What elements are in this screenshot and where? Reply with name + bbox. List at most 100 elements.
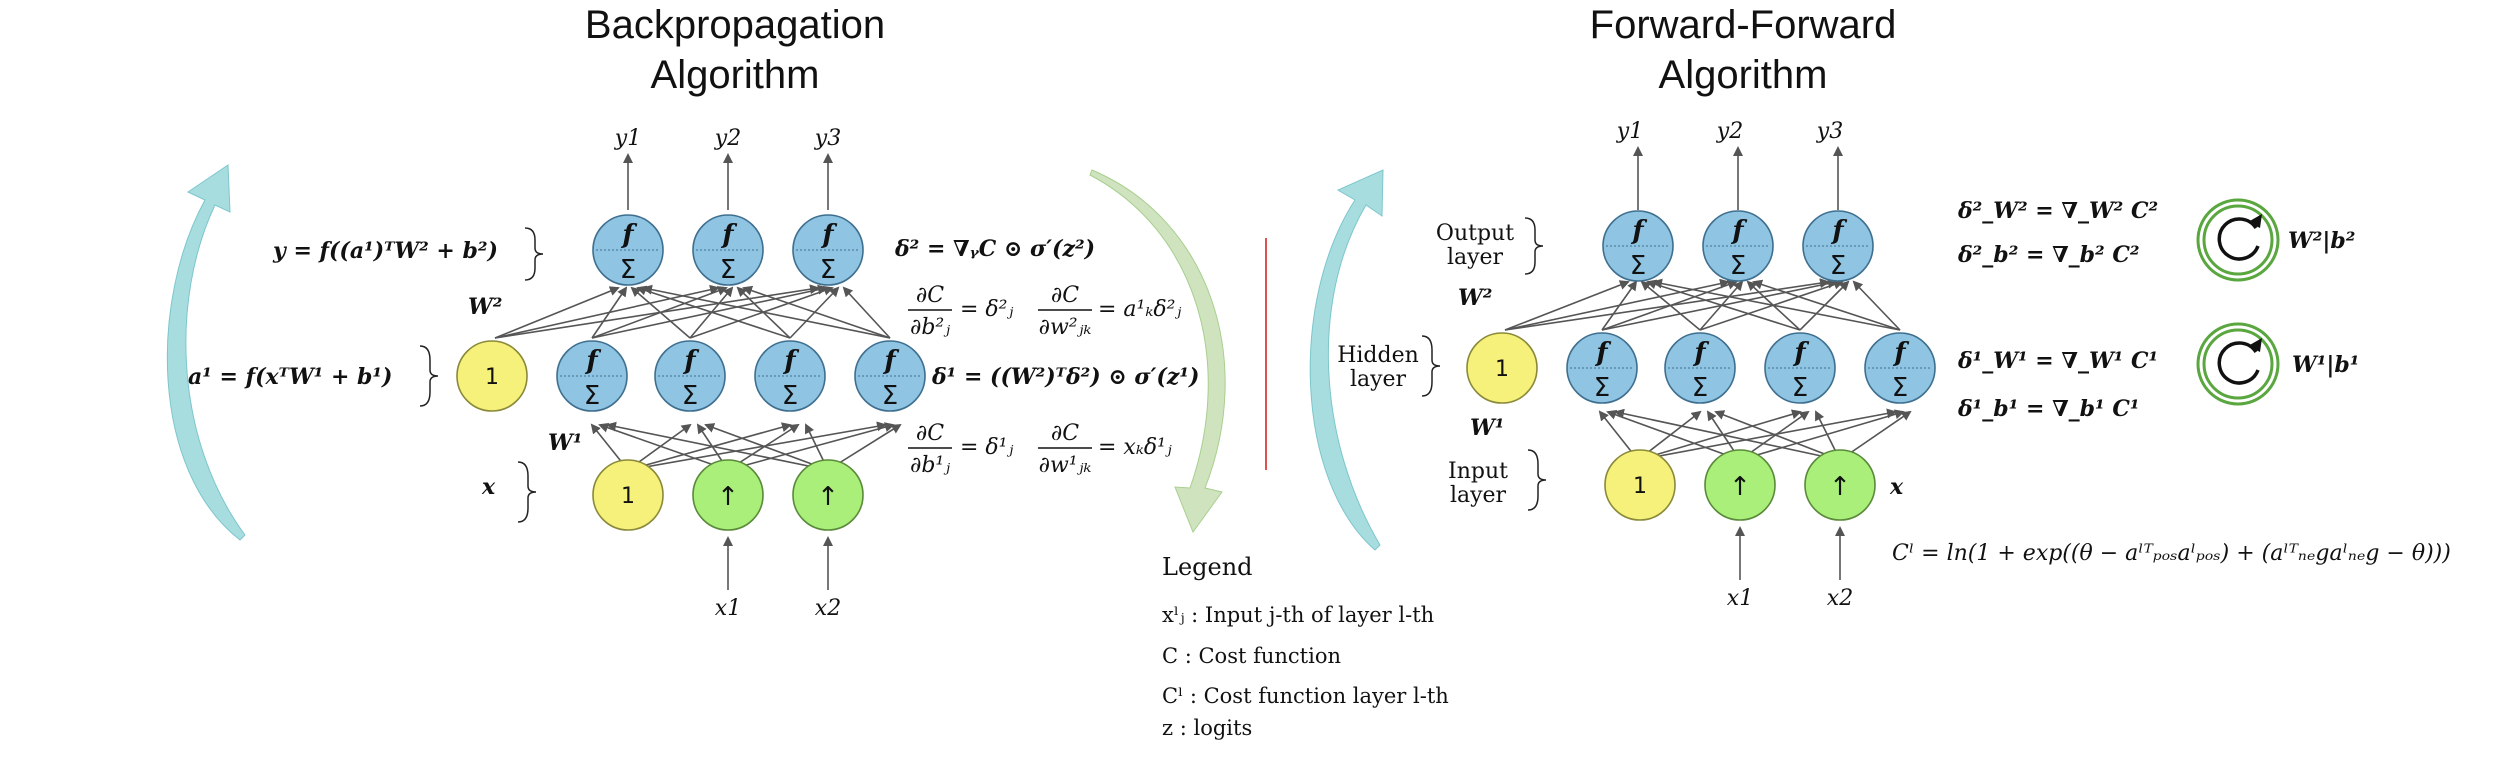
neuron-f-sigma: f Σ	[654, 340, 726, 412]
svg-text:Σ: Σ	[584, 381, 600, 411]
svg-text:f: f	[882, 346, 899, 376]
ff-output-layer-label: Output	[1436, 221, 1514, 246]
neuron-f-sigma: f Σ	[854, 340, 926, 412]
input-neuron: ↑	[1704, 449, 1776, 521]
legend-item: Cˡ : Cost function layer l-th	[1162, 684, 1449, 708]
svg-text:1: 1	[485, 365, 499, 390]
svg-text:1: 1	[1495, 357, 1509, 382]
bp-output-brace	[524, 227, 544, 281]
svg-text:f: f	[1630, 216, 1647, 246]
bp-delta1: δ¹ = ((W²)ᵀδ²) ⊙ σ′(z¹)	[931, 364, 1199, 390]
neuron-f-sigma: f Σ	[754, 340, 826, 412]
neuron-f-sigma: f Σ	[792, 214, 864, 286]
ff-x-label: x	[1889, 474, 1904, 500]
svg-text:f: f	[1730, 216, 1747, 246]
svg-text:Σ: Σ	[882, 381, 898, 411]
input-neuron: ↑	[792, 459, 864, 531]
svg-text:∂C: ∂C	[1051, 283, 1079, 308]
bp-backward-curved-arrow	[166, 164, 246, 541]
bias-neuron: 1	[456, 340, 528, 412]
bp-output-y1: y1	[614, 126, 641, 151]
bp-forward-curved-arrow	[1089, 169, 1226, 534]
bias-neuron: 1	[1604, 449, 1676, 521]
bp-title-line2: Algorithm	[651, 53, 820, 97]
svg-text:↑: ↑	[817, 482, 839, 512]
svg-text:Σ: Σ	[1594, 373, 1610, 403]
ff-delta-b2: δ²_b² = ∇_b² C²	[1957, 242, 2139, 268]
neuron-f-sigma: f Σ	[1566, 332, 1638, 404]
svg-text:Σ: Σ	[1630, 251, 1646, 281]
ff-output-y3: y3	[1816, 119, 1843, 144]
neuron-f-sigma: f Σ	[556, 340, 628, 412]
svg-text:f: f	[820, 220, 837, 250]
svg-text:↑: ↑	[1729, 472, 1751, 502]
neuron-f-sigma: f Σ	[1702, 210, 1774, 282]
neuron-f-sigma: f Σ	[692, 214, 764, 286]
legend-title: Legend	[1162, 553, 1253, 581]
svg-text:Σ: Σ	[1730, 251, 1746, 281]
bp-W2-label: W²	[468, 294, 502, 320]
ff-hidden-layer: 1 f Σ f Σ f Σ f Σ	[1466, 332, 1936, 404]
ff-output-y1: y1	[1616, 119, 1643, 144]
svg-text:↑: ↑	[717, 482, 739, 512]
svg-text:∂w²ⱼₖ: ∂w²ⱼₖ	[1039, 315, 1092, 340]
bp-grad-b2: ∂C ∂b²ⱼ = δ²ⱼ	[908, 283, 1013, 340]
bp-hidden-brace	[419, 345, 439, 407]
ff-hidden-layer-label: Hidden	[1337, 343, 1419, 368]
svg-text:f: f	[1594, 338, 1611, 368]
svg-text:1: 1	[621, 484, 635, 509]
ff-output-layer-label: layer	[1447, 245, 1504, 270]
svg-text:f: f	[584, 346, 601, 376]
ff-input-layer: 1 ↑ ↑	[1604, 449, 1876, 521]
bp-delta2: δ² = ∇ᵧC ⊙ σ′(z²)	[894, 236, 1095, 262]
neuron-f-sigma: f Σ	[1764, 332, 1836, 404]
bp-input-brace	[517, 461, 537, 523]
svg-text:↑: ↑	[1829, 472, 1851, 502]
svg-text:Σ: Σ	[782, 381, 798, 411]
ff-connections	[1504, 146, 1912, 580]
bp-title-line1: Backpropagation	[585, 3, 885, 47]
svg-text:Σ: Σ	[682, 381, 698, 411]
bp-output-y3: y3	[814, 126, 841, 151]
bp-W1-label: W¹	[548, 430, 582, 456]
ff-cost-function: Cˡ = ln(1 + exp((θ − aˡᵀₚₒₛaˡₚₒₛ) + (aˡᵀ…	[1892, 541, 2451, 566]
svg-text:Σ: Σ	[620, 255, 636, 285]
svg-text:∂C: ∂C	[1051, 421, 1079, 446]
bp-grad-b1: ∂C ∂b¹ⱼ = δ¹ⱼ	[908, 421, 1013, 478]
bp-input-layer: 1 ↑ ↑	[592, 459, 864, 531]
svg-text:f: f	[1692, 338, 1709, 368]
bp-input-x2: x2	[815, 596, 841, 621]
svg-text:f: f	[620, 220, 637, 250]
ff-input-brace	[1527, 449, 1547, 511]
neuron-f-sigma: f Σ	[592, 214, 664, 286]
refresh-icon	[2196, 322, 2280, 406]
ff-input-x2: x2	[1827, 586, 1853, 611]
bp-output-y2: y2	[714, 126, 741, 151]
svg-text:∂C: ∂C	[916, 421, 944, 446]
ff-output-layer: f Σ f Σ f Σ	[1602, 210, 1874, 282]
ff-title-line1: Forward-Forward	[1590, 3, 1897, 47]
legend-item: C : Cost function	[1162, 644, 1341, 668]
bias-neuron: 1	[1466, 332, 1538, 404]
svg-text:Σ: Σ	[720, 255, 736, 285]
ff-delta-W2: δ²_W² = ∇_W² C²	[1957, 198, 2158, 224]
neuron-f-sigma: f Σ	[1864, 332, 1936, 404]
ff-output-y2: y2	[1716, 119, 1743, 144]
svg-text:Σ: Σ	[1830, 251, 1846, 281]
svg-text:f: f	[1792, 338, 1809, 368]
neuron-f-sigma: f Σ	[1664, 332, 1736, 404]
svg-text:∂C: ∂C	[916, 283, 944, 308]
ff-input-x1: x1	[1727, 586, 1753, 611]
svg-text:f: f	[1892, 338, 1909, 368]
svg-text:f: f	[1830, 216, 1847, 246]
ff-delta-W1: δ¹_W¹ = ∇_W¹ C¹	[1957, 348, 2158, 374]
svg-text:f: f	[782, 346, 799, 376]
ff-W1-label: W¹	[1470, 415, 1504, 441]
bp-grad-w1: ∂C ∂w¹ⱼₖ = xₖδ¹ⱼ	[1038, 421, 1172, 478]
ff-W2-label: W²	[1458, 285, 1492, 311]
bp-x-label: x	[481, 474, 496, 500]
bp-output-layer: f Σ f Σ f Σ	[592, 214, 864, 286]
svg-text:∂b¹ⱼ: ∂b¹ⱼ	[910, 453, 950, 478]
ff-input-layer-label: Input	[1448, 459, 1508, 484]
